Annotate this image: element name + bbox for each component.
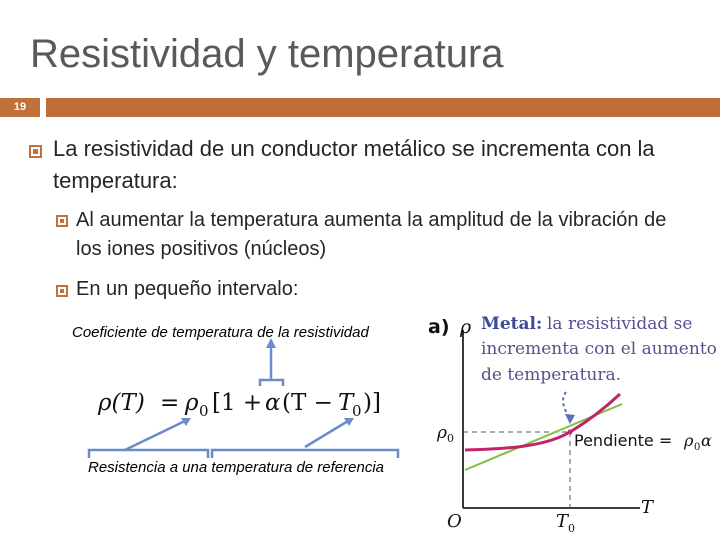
sub-bullet-text-1: Al aumentar la temperatura aumenta la am… — [76, 209, 667, 260]
y-axis-label: ρ — [459, 316, 472, 338]
callout-arrow — [562, 391, 571, 419]
slope-rho: ρ — [683, 431, 694, 450]
figure-label: a) — [428, 316, 450, 338]
reference-pointer-2 — [304, 419, 349, 449]
callout-arrowhead — [565, 414, 575, 424]
sub-bullet-square-icon — [56, 285, 68, 297]
resistivity-curve — [464, 392, 622, 452]
slope-label: Pendiente = — [574, 431, 672, 450]
formula-bracket-open: [1 + — [212, 390, 262, 416]
T0-label: T — [556, 511, 570, 532]
title-rule — [46, 98, 720, 117]
rho0-sub: 0 — [447, 432, 454, 445]
bullet-square-icon — [29, 145, 42, 158]
rho0-label: ρ — [436, 423, 447, 443]
formula-lhs: ρ(T) — [97, 390, 145, 416]
reference-bracket-left — [87, 448, 210, 458]
slide-number: 19 — [0, 98, 40, 117]
callout-line-2: incrementa con el aumento — [481, 339, 717, 359]
annotation-brackets — [87, 338, 400, 458]
T0-sub: 0 — [568, 522, 575, 535]
callout-line-1: la resistividad se — [547, 314, 692, 334]
sub-bullet-text-2: En un pequeño intervalo: — [76, 278, 299, 300]
x-axis-label: T — [641, 497, 655, 518]
reference-pointer-1 — [124, 419, 186, 452]
slope-alpha: α — [701, 431, 712, 450]
callout-line-3: de temperatura. — [481, 365, 621, 385]
slide-title: Resistividad y temperatura — [30, 32, 504, 76]
formula-equals: = — [160, 390, 179, 416]
alpha-bracket — [258, 378, 285, 386]
formula-paren: (T − — [282, 390, 333, 416]
callout-metal: Metal: — [481, 314, 542, 334]
formula-rho: ρ — [184, 390, 199, 416]
formula-close: )] — [363, 390, 381, 416]
sub-bullet-square-icon — [56, 215, 68, 227]
formula-alpha: α — [265, 390, 281, 416]
origin-label: O — [447, 511, 462, 532]
reference-annotation: Resistencia a una temperatura de referen… — [88, 459, 385, 476]
slope-sub: 0 — [694, 442, 700, 453]
bullet-main-text: La resistividad de un conductor metálico… — [53, 136, 655, 193]
formula-T0-sub: 0 — [352, 402, 362, 420]
resistivity-graph — [462, 330, 640, 509]
formula-T0: T — [338, 390, 355, 416]
formula: ρ(T) = ρ 0 [1 + α (T − T 0 )] — [97, 390, 381, 420]
coefficient-annotation: Coeficiente de temperatura de la resisti… — [72, 324, 369, 341]
alpha-arrowhead — [266, 338, 276, 348]
formula-rho-sub: 0 — [199, 402, 209, 420]
reference-bracket-right — [210, 448, 400, 458]
